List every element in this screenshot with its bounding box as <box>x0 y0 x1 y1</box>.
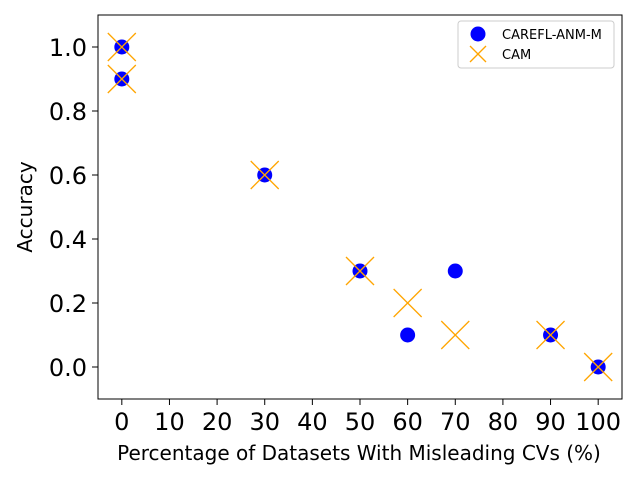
cam-point <box>107 32 137 62</box>
x-tick-label: 60 <box>392 408 423 436</box>
x-tick-label: 100 <box>575 408 621 436</box>
y-tick-label: 0.8 <box>49 98 87 126</box>
x-tick-label: 0 <box>114 408 129 436</box>
y-tick-label: 0.2 <box>49 290 87 318</box>
x-tick-label: 50 <box>345 408 376 436</box>
x-tick-label: 10 <box>154 408 185 436</box>
cam-point <box>536 320 566 350</box>
legend-entry: CAREFL-ANM-M <box>502 28 602 43</box>
legend-entry: CAM <box>502 48 531 63</box>
cam-point <box>393 288 423 318</box>
x-tick-label: 30 <box>249 408 280 436</box>
x-tick-label: 70 <box>440 408 471 436</box>
cam-point <box>440 320 470 350</box>
y-tick-label: 0.0 <box>49 354 87 382</box>
legend-marker-x <box>469 45 487 63</box>
y-tick-label: 0.4 <box>49 226 87 254</box>
cam-point <box>583 352 613 382</box>
cam-point <box>345 256 375 286</box>
y-axis-label: Accuracy <box>13 161 37 252</box>
legend: CAREFL-ANM-M CAM <box>457 20 615 69</box>
x-tick-label: 90 <box>535 408 566 436</box>
x-tick-label: 80 <box>488 408 519 436</box>
plot-frame <box>97 14 623 400</box>
carefl-point <box>400 327 416 343</box>
x-tick-label: 40 <box>297 408 328 436</box>
x-tick-label: 20 <box>202 408 233 436</box>
legend-marker-circle <box>470 26 486 42</box>
legend-box <box>457 20 615 69</box>
y-tick-label: 1.0 <box>49 34 87 62</box>
cam-point <box>107 64 137 94</box>
x-axis-label: Percentage of Datasets With Misleading C… <box>117 441 601 465</box>
carefl-point <box>447 263 463 279</box>
cam-point <box>250 160 280 190</box>
y-tick-label: 0.6 <box>49 162 87 190</box>
